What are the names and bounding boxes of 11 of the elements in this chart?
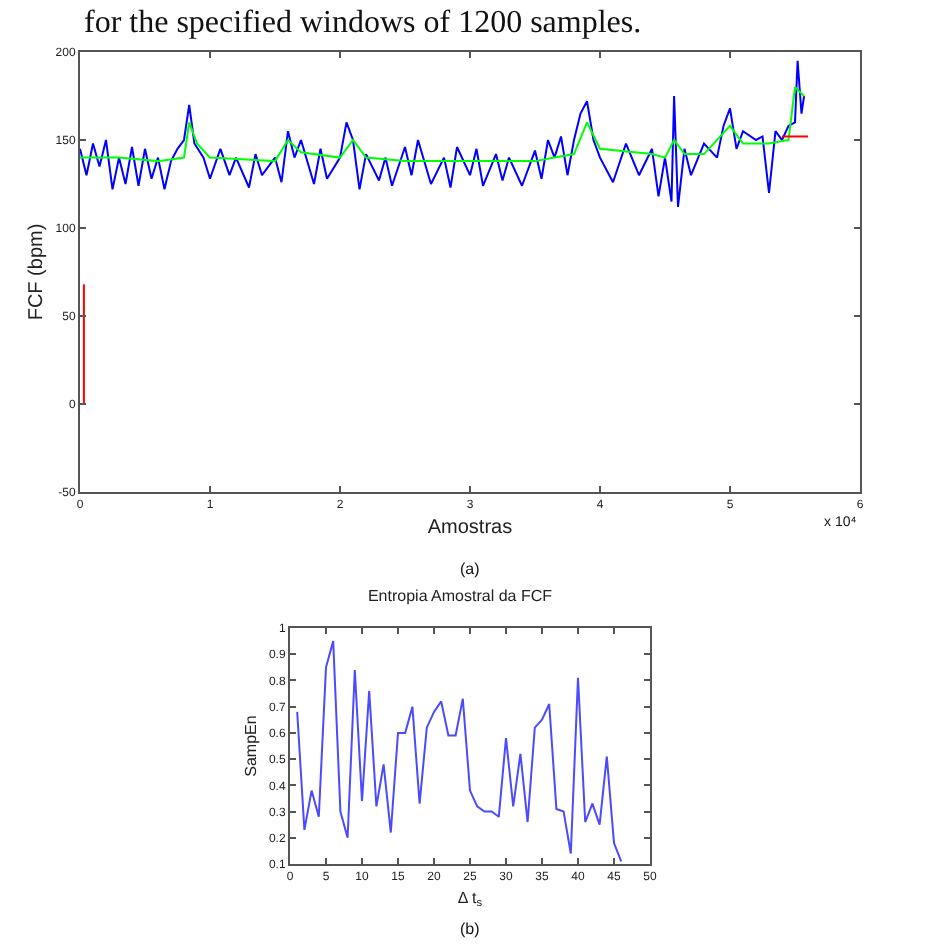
text: for the specified windows of 1200 samples. bbox=[84, 6, 642, 40]
y-axis-title: FCF (bpm) bbox=[25, 223, 48, 321]
x-axis-title: Amostras bbox=[427, 517, 513, 540]
x-axis-title: Δ t$_{s}$ bbox=[457, 888, 483, 910]
line-series bbox=[80, 59, 806, 208]
text: (b) bbox=[460, 920, 481, 938]
chart-title: Entropia Amostral da FCF bbox=[367, 587, 553, 606]
line-series bbox=[296, 640, 623, 863]
line-series bbox=[80, 86, 806, 163]
y-axis-title: SampEn bbox=[242, 715, 261, 777]
text: (a) bbox=[460, 560, 481, 578]
